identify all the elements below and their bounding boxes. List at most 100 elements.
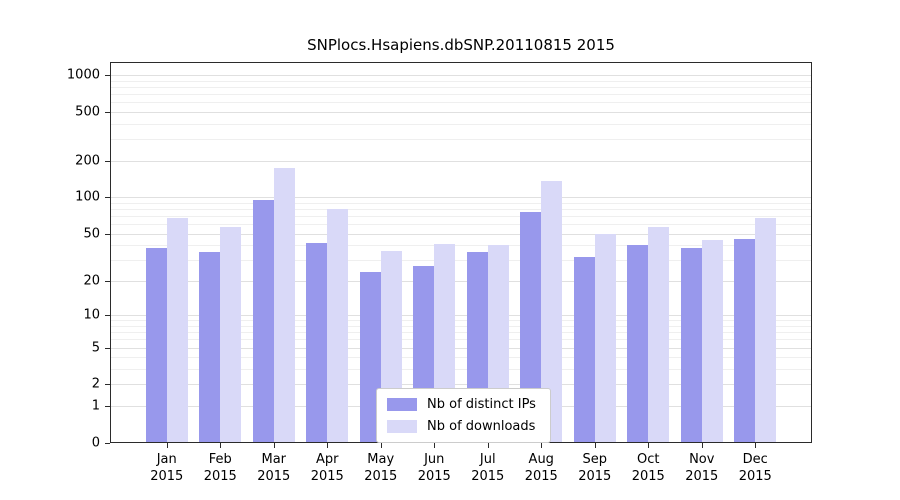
x-tick-mark bbox=[273, 443, 275, 448]
bar-distinct-ips-feb bbox=[199, 252, 221, 443]
x-label-year: 2015 bbox=[738, 468, 772, 484]
y-tick-label: 0 bbox=[91, 435, 100, 451]
x-label-month: Feb bbox=[208, 452, 232, 467]
x-label-nov: Nov 2015 bbox=[670, 452, 734, 486]
y-tick-label: 1 bbox=[91, 398, 100, 414]
y-gridline-minor bbox=[110, 325, 812, 327]
bar-downloads-apr bbox=[327, 208, 349, 443]
y-tick-label: 10 bbox=[83, 307, 100, 323]
x-label-month: Jul bbox=[479, 452, 496, 467]
y-tick-label: 50 bbox=[83, 226, 100, 242]
x-tick-mark bbox=[220, 443, 222, 448]
legend: Nb of distinct IPs Nb of downloads bbox=[376, 388, 551, 443]
x-label-aug: Aug 2015 bbox=[509, 452, 573, 486]
x-label-month: Jan bbox=[156, 452, 177, 467]
y-tick-label: 5 bbox=[91, 340, 100, 356]
x-tick-mark bbox=[380, 443, 382, 448]
x-label-month: Nov bbox=[689, 452, 715, 467]
x-label-feb: Feb 2015 bbox=[188, 452, 252, 486]
y-tick-label: 20 bbox=[83, 273, 100, 289]
bar-distinct-ips-aug bbox=[520, 211, 542, 443]
y-gridline-major bbox=[110, 233, 812, 235]
y-gridline-minor bbox=[110, 208, 812, 210]
y-tick-mark bbox=[105, 443, 110, 444]
x-label-dec: Dec 2015 bbox=[723, 452, 787, 486]
y-gridline-major bbox=[110, 384, 812, 386]
x-label-year: 2015 bbox=[417, 468, 451, 484]
bar-downloads-jan bbox=[166, 218, 188, 443]
y-gridline-minor bbox=[110, 123, 812, 125]
y-tick-mark bbox=[105, 160, 110, 162]
x-label-year: 2015 bbox=[524, 468, 558, 484]
y-gridline-minor bbox=[110, 320, 812, 322]
legend-label-downloads: Nb of downloads bbox=[427, 419, 536, 434]
bar-downloads-sep bbox=[594, 233, 616, 443]
bar-distinct-ips-sep bbox=[573, 256, 595, 443]
x-tick-mark bbox=[701, 443, 703, 448]
y-tick-label: 100 bbox=[75, 189, 100, 205]
y-gridline-minor bbox=[110, 245, 812, 247]
legend-swatch-distinct-ips bbox=[387, 398, 417, 411]
y-gridline-major bbox=[110, 197, 812, 199]
x-label-jul: Jul 2015 bbox=[456, 452, 520, 486]
bar-distinct-ips-mar bbox=[252, 199, 274, 443]
y-tick-mark bbox=[105, 347, 110, 349]
x-label-month: Mar bbox=[261, 452, 287, 467]
y-gridline-minor bbox=[110, 80, 812, 82]
bar-distinct-ips-may bbox=[359, 271, 381, 443]
y-gridline-minor bbox=[110, 357, 812, 359]
bar-distinct-ips-dec bbox=[734, 239, 756, 443]
x-label-sep: Sep 2015 bbox=[563, 452, 627, 486]
y-gridline-minor bbox=[110, 202, 812, 204]
x-label-jun: Jun 2015 bbox=[402, 452, 466, 486]
x-tick-mark bbox=[594, 443, 596, 448]
x-label-month: Aug bbox=[528, 452, 554, 467]
y-gridline-major bbox=[110, 315, 812, 317]
x-label-month: Oct bbox=[637, 452, 660, 467]
y-tick-label: 2 bbox=[91, 376, 100, 392]
x-label-year: 2015 bbox=[257, 468, 291, 484]
x-label-year: 2015 bbox=[631, 468, 665, 484]
y-tick-label: 200 bbox=[75, 153, 100, 168]
y-gridline-minor bbox=[110, 215, 812, 217]
x-label-year: 2015 bbox=[364, 468, 398, 484]
y-tick-label: 1000 bbox=[66, 67, 100, 83]
y-gridline-minor bbox=[110, 224, 812, 226]
x-label-mar: Mar 2015 bbox=[242, 452, 306, 486]
bar-downloads-nov bbox=[701, 240, 723, 443]
y-tick-mark bbox=[105, 384, 110, 386]
y-gridline-minor bbox=[110, 332, 812, 334]
bar-distinct-ips-nov bbox=[680, 247, 702, 443]
y-tick-mark bbox=[105, 75, 110, 76]
y-tick-mark bbox=[105, 315, 110, 317]
x-tick-mark bbox=[327, 443, 329, 448]
y-gridline-minor bbox=[110, 369, 812, 371]
y-gridline-major bbox=[110, 111, 812, 113]
x-label-year: 2015 bbox=[471, 468, 505, 484]
bar-distinct-ips-jan bbox=[145, 247, 167, 443]
x-tick-mark bbox=[541, 443, 543, 448]
x-label-may: May 2015 bbox=[349, 452, 413, 486]
bar-distinct-ips-apr bbox=[306, 242, 328, 443]
y-tick-mark bbox=[105, 233, 110, 235]
x-label-year: 2015 bbox=[685, 468, 719, 484]
legend-item-downloads: Nb of downloads bbox=[387, 419, 536, 434]
y-gridline-major bbox=[110, 280, 812, 282]
x-label-month: May bbox=[367, 452, 395, 467]
y-gridline-minor bbox=[110, 139, 812, 140]
x-label-year: 2015 bbox=[203, 468, 237, 484]
x-label-month: Apr bbox=[316, 452, 339, 467]
x-tick-mark bbox=[755, 443, 757, 448]
y-gridline-minor bbox=[110, 93, 812, 95]
y-tick-mark bbox=[105, 111, 110, 113]
y-gridline-minor bbox=[110, 102, 812, 104]
y-gridline-minor bbox=[110, 339, 812, 341]
x-label-year: 2015 bbox=[578, 468, 612, 484]
legend-swatch-downloads bbox=[387, 420, 417, 433]
x-label-year: 2015 bbox=[310, 468, 344, 484]
y-gridline-minor bbox=[110, 260, 812, 262]
y-gridline-major bbox=[110, 160, 812, 162]
x-label-jan: Jan 2015 bbox=[135, 452, 199, 486]
bar-downloads-mar bbox=[273, 167, 295, 443]
